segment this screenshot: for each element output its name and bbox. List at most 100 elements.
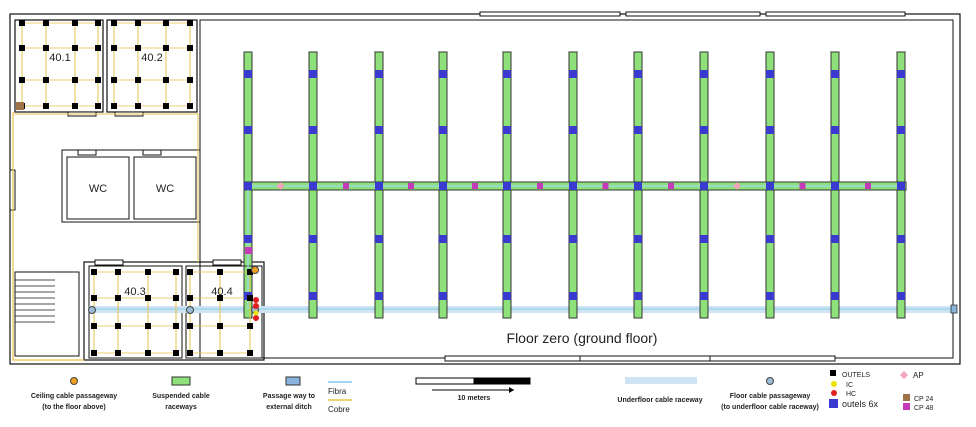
outlet-black	[111, 45, 117, 51]
hc-icon	[831, 390, 837, 396]
outlet-black	[91, 350, 97, 356]
outlet-black	[72, 20, 78, 26]
outlet-black	[217, 295, 223, 301]
window-top	[479, 11, 621, 17]
cp48-point	[668, 183, 674, 189]
room-40-1	[14, 19, 104, 113]
window-bottom	[709, 355, 836, 362]
outlet-black	[135, 20, 141, 26]
outlet-black	[145, 269, 151, 275]
room-label-40-2: 40.2	[141, 52, 162, 64]
outlet-black	[187, 350, 193, 356]
outlet-6x	[375, 292, 383, 300]
legend-ic: IC	[846, 382, 853, 389]
outlet-6x	[897, 70, 905, 78]
access-point	[276, 182, 285, 190]
outlet-layer	[16, 20, 905, 356]
raceway-layer	[89, 51, 958, 319]
outlet-6x	[700, 292, 708, 300]
cp48-point	[865, 183, 871, 189]
outlet-black	[91, 295, 97, 301]
outlet-black	[19, 77, 25, 83]
outlet-black	[187, 103, 193, 109]
ditch-passage	[950, 304, 958, 314]
outlet-6x	[700, 235, 708, 243]
outlet-black	[135, 45, 141, 51]
cp48-point	[245, 247, 252, 254]
outlet-black	[163, 77, 169, 83]
floor-title: Floor zero (ground floor)	[507, 330, 658, 346]
outlet-6x	[897, 235, 905, 243]
outlet-6x	[569, 292, 577, 300]
outlet-black	[43, 103, 49, 109]
outlet-black	[95, 20, 101, 26]
outlet-6x	[244, 182, 252, 190]
legend-ceiling-line2: (to the floor above)	[42, 404, 105, 411]
raceway-legend-swatch	[171, 376, 191, 386]
outlet-black	[173, 350, 179, 356]
outlet-6x	[439, 70, 447, 78]
cp48-point	[472, 183, 478, 189]
outlet-black-icon	[830, 370, 836, 376]
door	[142, 149, 162, 156]
window-top	[765, 11, 906, 17]
outlet-6x-icon	[829, 399, 838, 408]
legend-outels: OUTELS	[842, 372, 870, 379]
stairs	[14, 271, 80, 357]
outlet-6x	[897, 292, 905, 300]
outlet-6x	[375, 126, 383, 134]
outlet-6x	[634, 70, 642, 78]
outlet-black	[145, 323, 151, 329]
cp24-icon	[903, 394, 910, 401]
scale-bar-black	[473, 377, 531, 385]
outlet-6x	[700, 182, 708, 190]
outlet-6x	[634, 126, 642, 134]
outlet-black	[115, 323, 121, 329]
ic-marker	[253, 310, 259, 316]
window-bottom	[579, 355, 711, 362]
cp48-point	[602, 183, 609, 189]
room-label-wc-1: WC	[89, 183, 107, 195]
outlet-6x	[766, 70, 774, 78]
cp48-point	[408, 183, 414, 189]
floor-passage-marker	[186, 306, 194, 314]
outlet-black	[72, 77, 78, 83]
legend-fibra: Fibra	[328, 387, 347, 396]
outlet-black	[91, 269, 97, 275]
outlet-6x	[503, 126, 511, 134]
outlet-6x	[309, 182, 317, 190]
hc-marker	[253, 315, 259, 321]
scale-arrow-head-right	[509, 387, 514, 393]
wc-block	[61, 149, 201, 223]
outlet-black	[247, 350, 253, 356]
floor-passage-icon	[766, 377, 774, 385]
legend-cp48: CP 48	[914, 405, 933, 412]
outlet-6x	[309, 70, 317, 78]
outlet-black	[173, 269, 179, 275]
outlet-black	[43, 20, 49, 26]
legend-ceiling-line1: Ceiling cable passageway	[31, 393, 117, 400]
outlet-6x	[439, 235, 447, 243]
outlet-black	[111, 103, 117, 109]
outlet-black	[187, 20, 193, 26]
outlet-black	[217, 323, 223, 329]
outlet-6x	[634, 235, 642, 243]
legend-raceway-line2: raceways	[165, 404, 197, 411]
legend-ditch-line1: Passage way to	[263, 393, 315, 400]
outlet-6x	[766, 126, 774, 134]
outlet-black	[19, 20, 25, 26]
legend-cp24: CP 24	[914, 396, 933, 403]
legend-ap: AP	[913, 371, 924, 380]
outlet-black	[145, 295, 151, 301]
copper-perimeter	[12, 112, 84, 361]
outlet-6x	[766, 235, 774, 243]
outlet-6x	[634, 292, 642, 300]
outlet-black	[111, 20, 117, 26]
outlet-6x	[439, 292, 447, 300]
outlet-6x	[569, 70, 577, 78]
outlet-black	[163, 103, 169, 109]
ditch-legend-swatch	[285, 376, 301, 386]
outlet-black	[145, 350, 151, 356]
underfloor-legend-swatch	[625, 377, 697, 384]
cp48-point	[537, 183, 543, 189]
